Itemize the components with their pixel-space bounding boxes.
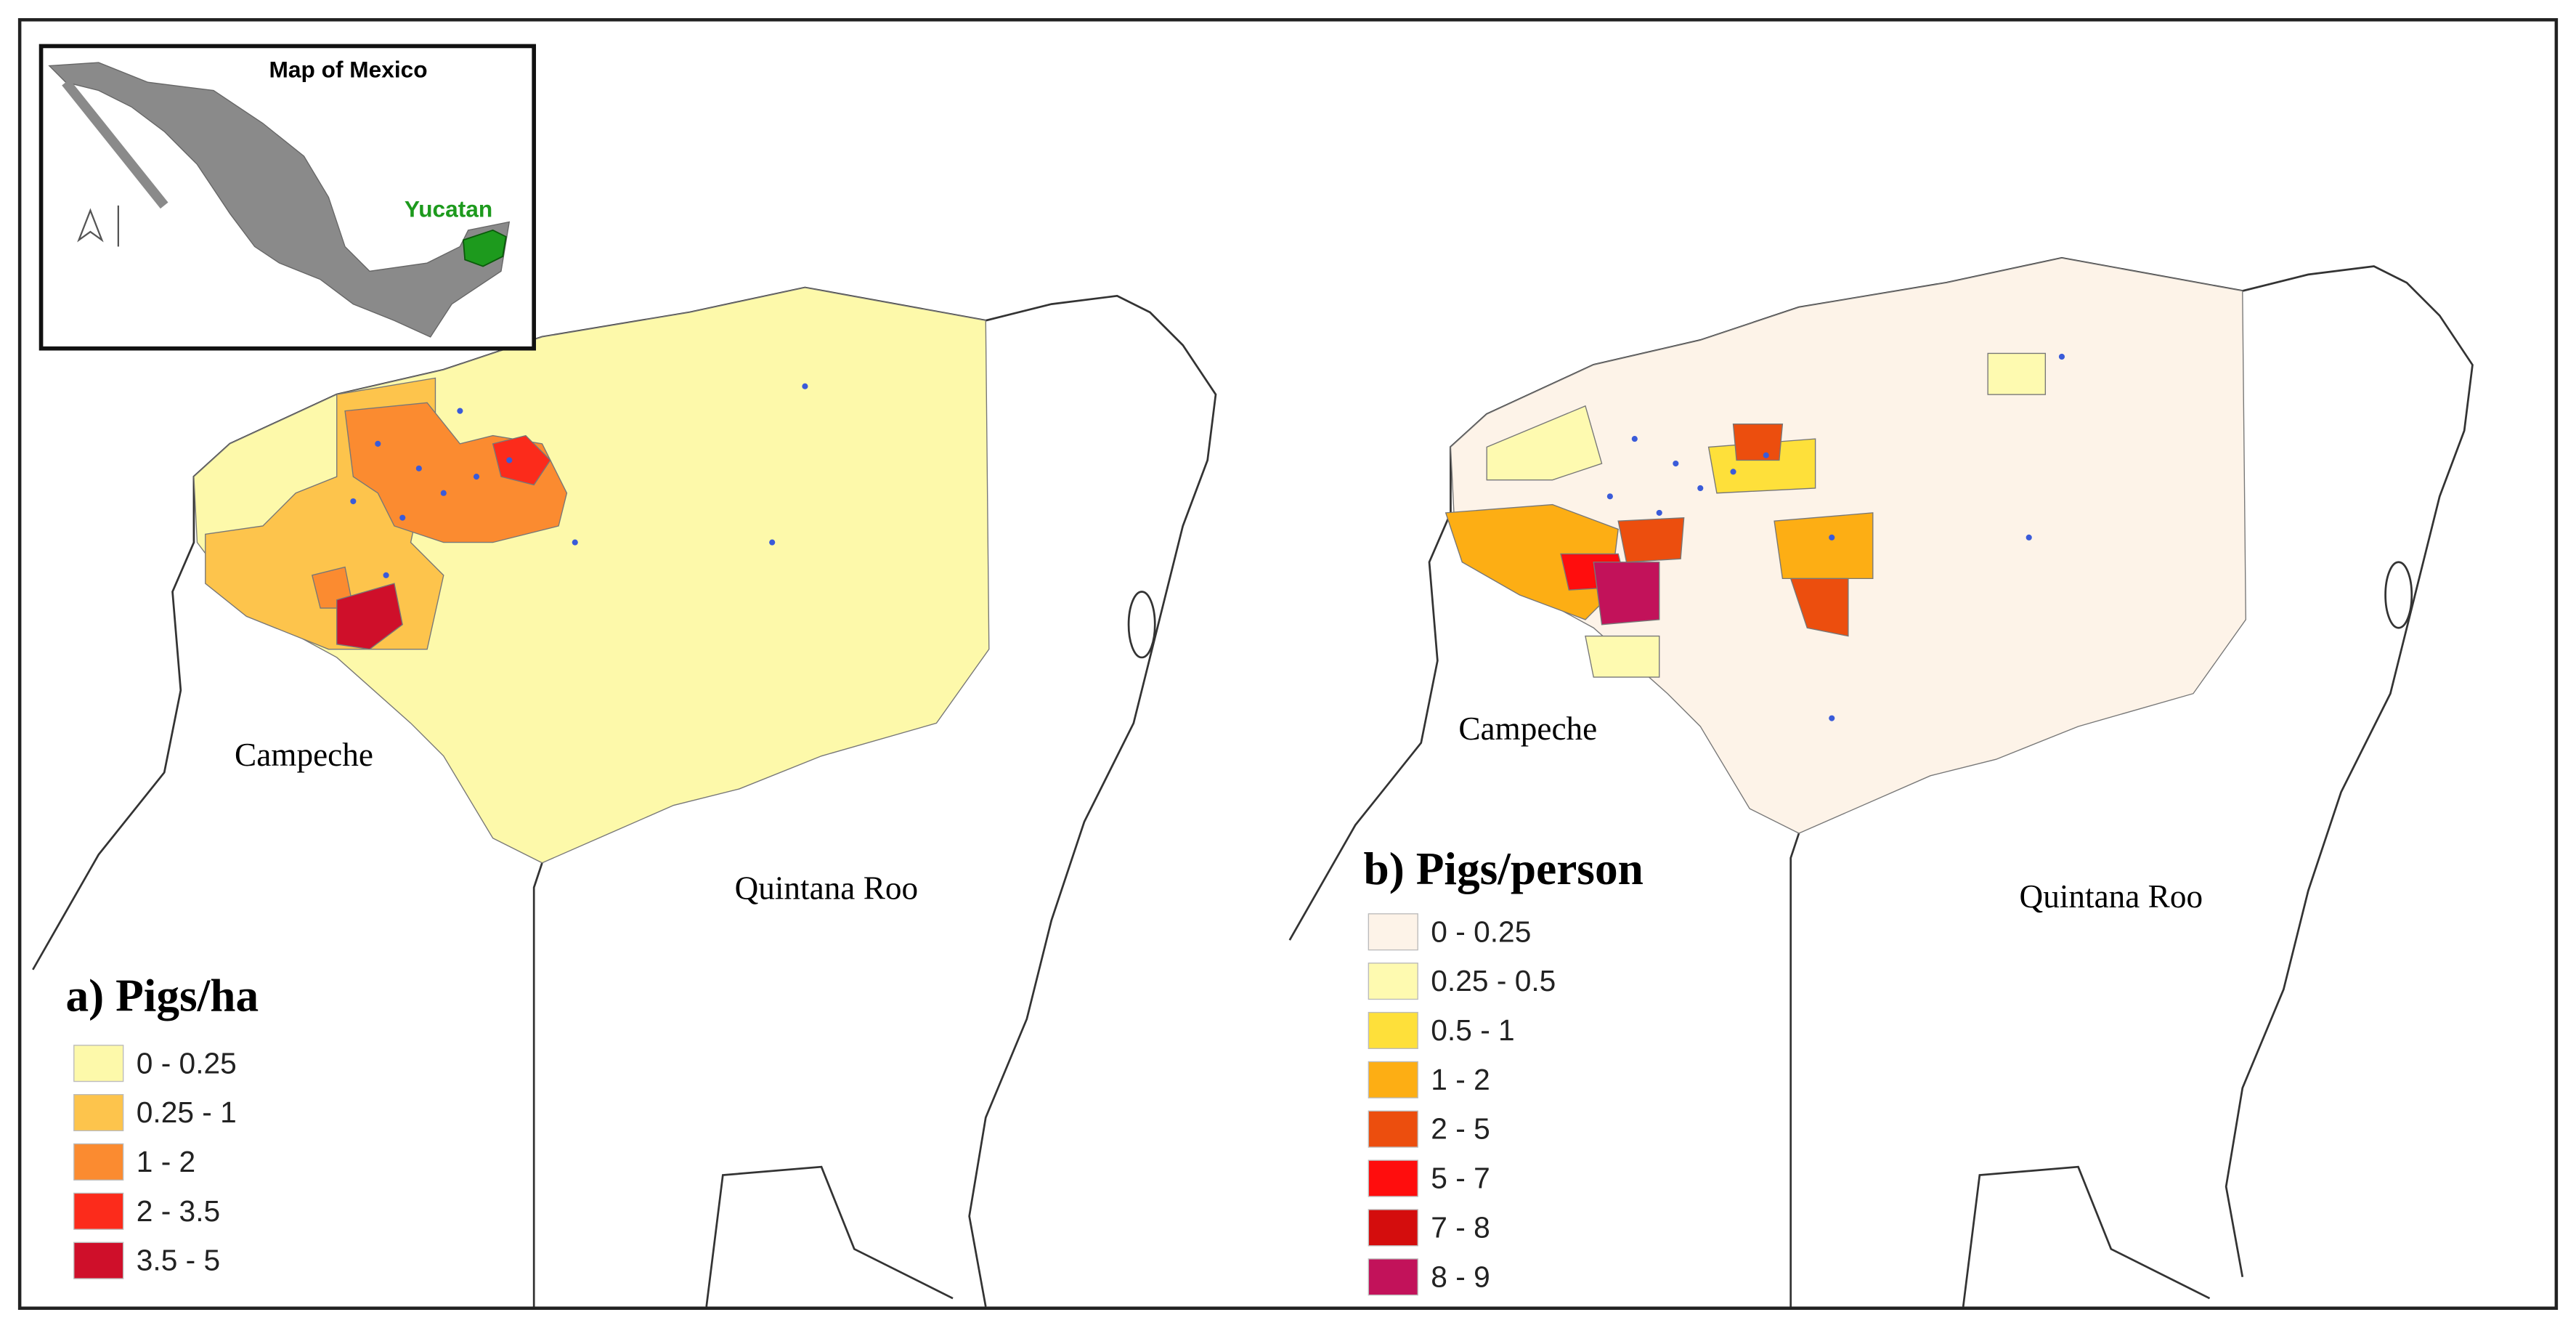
legend-swatch xyxy=(1368,913,1418,951)
bay-coast xyxy=(705,1165,954,1307)
legend-swatch xyxy=(73,1192,124,1230)
municipality xyxy=(1789,578,1849,637)
map-panel-b: Campeche Quintana Roo b) Pigs/person 0 -… xyxy=(1288,256,2474,1307)
legend-label: 5 - 7 xyxy=(1431,1162,1490,1195)
map-geometry xyxy=(1288,256,2474,1307)
circle xyxy=(572,539,578,546)
state-border xyxy=(532,862,543,1307)
circle xyxy=(1763,452,1769,458)
circle xyxy=(2058,353,2065,360)
circle xyxy=(1673,460,1679,467)
region-label: Quintana Roo xyxy=(735,870,919,906)
bay-coast xyxy=(1962,1165,2211,1307)
island xyxy=(2384,561,2413,629)
municipality xyxy=(1617,517,1685,563)
legend-swatch xyxy=(1368,1011,1418,1050)
legend-swatch xyxy=(1368,1110,1418,1148)
circle xyxy=(375,440,381,447)
municipality xyxy=(1486,405,1603,481)
municipality xyxy=(1593,562,1660,625)
legend-label: 1 - 2 xyxy=(137,1145,195,1178)
circle xyxy=(1606,493,1613,500)
state-border xyxy=(1789,833,1800,1307)
legend-label: 2 - 3.5 xyxy=(137,1194,220,1228)
circle xyxy=(440,490,447,496)
legend-title: b) Pigs/person xyxy=(1364,843,1643,894)
legend-swatch xyxy=(73,1242,124,1279)
legend-swatch xyxy=(1368,1061,1418,1098)
legend-swatch xyxy=(73,1093,124,1132)
region-label: Campeche xyxy=(1458,710,1597,747)
municipality xyxy=(1585,635,1660,678)
circle xyxy=(350,498,357,505)
circle xyxy=(1697,485,1704,492)
legend: 0 - 0.25 0.25 - 1 1 - 2 2 - 3.5 3.5 - 5 xyxy=(73,1045,237,1279)
municipality xyxy=(1445,503,1619,620)
north-arrow xyxy=(77,205,120,247)
legend-swatch xyxy=(73,1045,124,1082)
circle xyxy=(1730,469,1736,475)
circle xyxy=(415,465,422,471)
island xyxy=(1127,591,1156,659)
municipality xyxy=(1987,352,2047,395)
municipality xyxy=(1732,424,1784,461)
legend-label: 8 - 9 xyxy=(1431,1260,1490,1293)
legend-label: 0.25 - 0.5 xyxy=(1431,964,1556,997)
circle xyxy=(506,457,513,463)
path xyxy=(77,208,104,243)
circle xyxy=(457,408,463,414)
farm-dots xyxy=(1606,353,2065,721)
circle xyxy=(2026,534,2032,540)
legend-swatch xyxy=(1368,1258,1418,1296)
region-label: Quintana Roo xyxy=(2020,878,2203,915)
legend: 0 - 0.25 0.25 - 0.5 0.5 - 1 1 - 2 2 - 5 5 - 7… xyxy=(1368,913,1556,1296)
legend-swatch xyxy=(1368,1209,1418,1247)
inset-highlight-label: Yucatan xyxy=(405,196,492,222)
mexico-shape xyxy=(48,62,511,338)
municipality xyxy=(336,583,403,650)
legend-label: 0.25 - 1 xyxy=(137,1096,237,1129)
legend-label: 7 - 8 xyxy=(1431,1210,1490,1244)
region-label: Campeche xyxy=(235,737,373,773)
yucatan-highlight xyxy=(462,229,507,267)
circle xyxy=(383,572,389,578)
circle xyxy=(769,539,776,546)
baja-california xyxy=(62,78,168,209)
circle xyxy=(1829,715,1835,721)
legend-swatch xyxy=(73,1143,124,1181)
legend-label: 1 - 2 xyxy=(1431,1063,1490,1096)
farm-dots xyxy=(350,383,808,578)
legend-label: 3.5 - 5 xyxy=(137,1244,220,1277)
circle xyxy=(1631,436,1638,442)
municipality xyxy=(492,434,551,486)
legend-swatch xyxy=(1368,963,1418,1000)
circle xyxy=(399,514,406,521)
circle xyxy=(1829,534,1835,540)
circle xyxy=(802,383,808,389)
inset-map: Map of Mexico Yucatan xyxy=(38,44,537,351)
municipality xyxy=(1773,512,1874,580)
circle xyxy=(473,474,480,480)
legend-label: 0 - 0.25 xyxy=(137,1046,237,1080)
legend-label: 0.5 - 1 xyxy=(1431,1013,1514,1047)
inset-title: Map of Mexico xyxy=(269,56,428,82)
legend-swatch xyxy=(1368,1159,1418,1197)
legend-label: 0 - 0.25 xyxy=(1431,915,1531,948)
municipality xyxy=(344,402,568,543)
legend-label: 2 - 5 xyxy=(1431,1112,1490,1146)
map-panel-a: Campeche Quintana Roo a) Pigs/ha 0 - 0.2… xyxy=(31,286,1217,1308)
circle xyxy=(1656,509,1662,516)
legend-title: a) Pigs/ha xyxy=(65,970,259,1021)
